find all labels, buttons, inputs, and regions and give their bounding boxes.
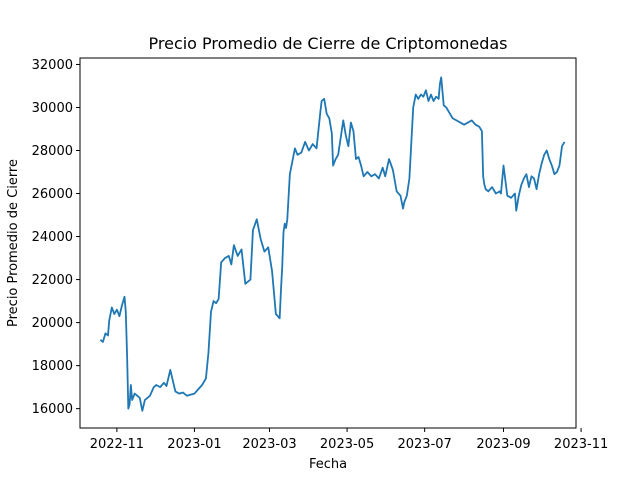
x-tick-label: 2022-11 (90, 437, 144, 452)
y-tick-label: 16000 (32, 402, 73, 417)
y-tick-label: 24000 (32, 230, 73, 245)
y-axis-label: Precio Promedio de Cierre (6, 159, 21, 327)
chart-title: Precio Promedio de Cierre de Criptomoned… (149, 34, 508, 53)
plot-area-frame (79, 57, 577, 429)
x-tick-label: 2023-01 (167, 437, 221, 452)
x-tick-label: 2023-05 (320, 437, 374, 452)
y-tick-label: 32000 (32, 58, 73, 73)
x-axis-label: Fecha (309, 457, 347, 472)
x-axis: 2022-11 2023-01 2023-03 2023-05 2023-07 2023-… (90, 428, 608, 452)
x-tick-label: 2023-11 (554, 437, 608, 452)
y-tick-label: 20000 (32, 316, 73, 331)
y-tick-label: 28000 (32, 144, 73, 159)
price-series-line (99, 76, 566, 412)
x-tick-label: 2023-09 (476, 437, 530, 452)
x-tick-label: 2023-03 (242, 437, 296, 452)
plot-line-layer (99, 76, 566, 412)
y-tick-label: 18000 (32, 359, 73, 374)
y-tick-label: 26000 (32, 187, 73, 202)
x-tick-label: 2023-07 (397, 437, 451, 452)
y-tick-label: 30000 (32, 101, 73, 116)
y-axis: 16000 18000 20000 22000 24000 26000 28000 30000… (32, 58, 80, 417)
y-tick-label: 22000 (32, 273, 73, 288)
